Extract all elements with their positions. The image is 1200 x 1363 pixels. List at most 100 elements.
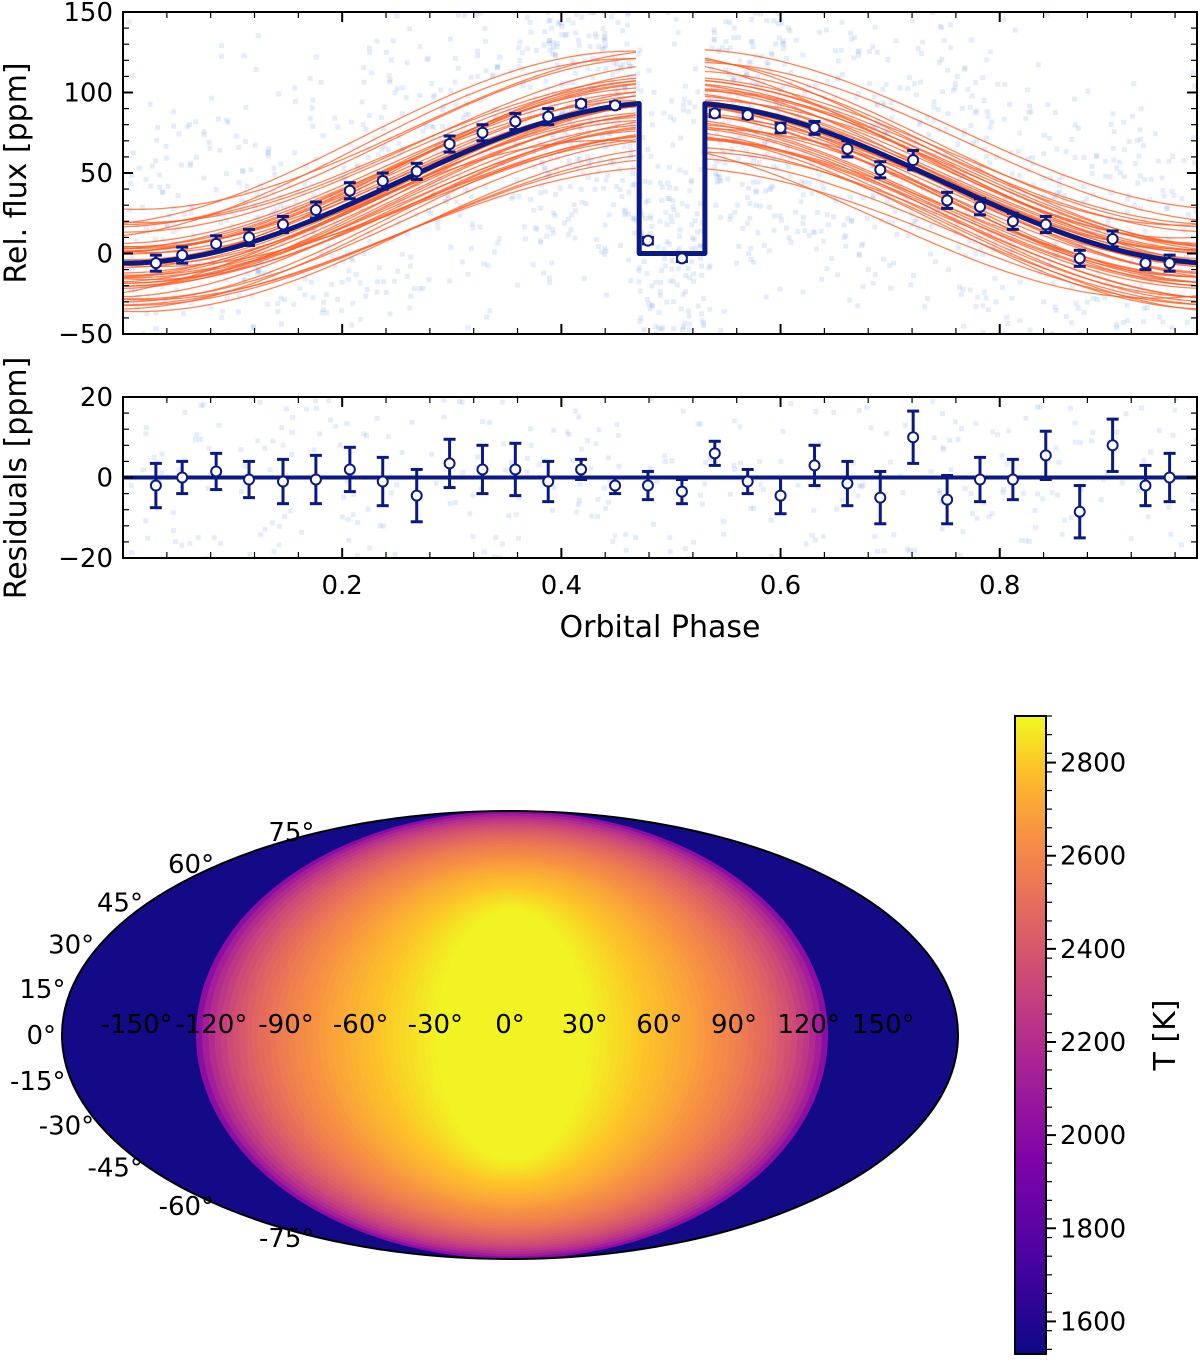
raw-residual-point [202, 365, 207, 370]
raw-residual-point [672, 562, 677, 567]
raw-residual-point [652, 199, 657, 204]
raw-point [321, 222, 327, 228]
raw-residual-point [685, 238, 690, 243]
raw-point [742, 134, 748, 140]
raw-residual-point [967, 560, 972, 565]
raw-residual-point [159, 451, 165, 457]
raw-point [615, 121, 621, 127]
raw-point [528, 196, 534, 202]
raw-residual-point [675, 59, 680, 64]
raw-point [707, 1, 712, 6]
raw-point [269, 347, 274, 352]
raw-point [350, 300, 356, 306]
raw-point [602, 252, 608, 257]
raw-point [699, 228, 705, 234]
raw-point [375, 152, 381, 158]
raw-residual-point [262, 445, 268, 451]
data-marker [1139, 257, 1152, 270]
raw-residual-point [626, 360, 631, 365]
raw-point [670, 204, 676, 210]
raw-point [435, 225, 441, 231]
raw-point [583, 201, 589, 207]
raw-point [247, 358, 252, 363]
raw-point [623, 84, 629, 90]
raw-residual-point [180, 695, 185, 700]
raw-residual-point [554, 749, 559, 754]
raw-point [671, 370, 676, 375]
raw-residual-point [686, 555, 692, 558]
raw-point [813, 83, 819, 89]
raw-point [461, 122, 467, 128]
raw-point [1133, 289, 1139, 295]
raw-residual-point [474, 346, 479, 351]
raw-point [713, 202, 719, 208]
raw-residual-point [1009, 360, 1014, 365]
raw-residual-point [761, 809, 766, 814]
raw-point [766, 248, 772, 254]
raw-point [1042, 385, 1047, 390]
raw-point [575, 156, 580, 162]
raw-residual-point [1175, 630, 1180, 635]
raw-point [754, 80, 760, 86]
raw-point [275, 309, 281, 314]
raw-residual-point [408, 702, 413, 707]
raw-point [144, 311, 150, 316]
raw-residual-point [1142, 722, 1147, 727]
raw-residual-point [1060, 675, 1065, 680]
raw-residual-point [650, 521, 656, 527]
raw-point [983, 154, 989, 160]
raw-residual-point [783, 711, 788, 716]
raw-residual-point [629, 646, 634, 651]
raw-point [319, 250, 324, 256]
raw-residual-point [388, 490, 394, 496]
raw-point [639, 230, 645, 236]
binned-point [1073, 484, 1086, 540]
posterior-sample-curve [123, 114, 636, 284]
raw-point [445, 193, 451, 199]
raw-point [316, 351, 321, 356]
raw-residual-point [1078, 440, 1083, 446]
raw-residual-point [1023, 594, 1028, 599]
raw-residual-point [536, 283, 541, 288]
raw-point [824, 266, 830, 272]
raw-point [881, 256, 886, 262]
raw-residual-point [974, 515, 980, 521]
raw-residual-point [1001, 486, 1007, 492]
raw-point [310, 124, 316, 129]
raw-point [1134, 138, 1140, 144]
raw-point [585, 65, 591, 71]
raw-point [131, 343, 136, 348]
raw-residual-point [857, 623, 862, 628]
data-marker [575, 97, 588, 110]
raw-point [164, 223, 170, 229]
raw-point [624, 41, 630, 47]
raw-point [153, 158, 159, 164]
raw-residual-point [1164, 684, 1169, 689]
raw-point [325, 0, 330, 3]
raw-point [883, 81, 889, 87]
raw-residual-point [859, 484, 865, 490]
raw-point [962, 170, 968, 176]
raw-residual-point [814, 629, 819, 634]
raw-point [918, 183, 924, 189]
top-y-axis-label: Rel. flux [ppm] [0, 62, 34, 283]
raw-residual-point [788, 401, 794, 406]
raw-residual-point [337, 442, 343, 448]
raw-point [785, 145, 790, 151]
raw-point [554, 166, 560, 172]
raw-residual-point [520, 672, 525, 677]
raw-residual-point [1101, 477, 1106, 483]
raw-point [750, 98, 756, 103]
raw-point [582, 57, 588, 63]
raw-residual-point [151, 869, 156, 874]
y-tick-label: 0 [96, 240, 113, 270]
raw-residual-point [528, 705, 533, 710]
raw-point [209, 95, 214, 101]
raw-point [324, 310, 330, 316]
raw-residual-point [1114, 429, 1120, 435]
raw-residual-point [205, 485, 211, 491]
raw-point [676, 266, 682, 272]
raw-point [664, 299, 670, 305]
raw-residual-point [906, 355, 911, 360]
binned-point [841, 139, 854, 159]
